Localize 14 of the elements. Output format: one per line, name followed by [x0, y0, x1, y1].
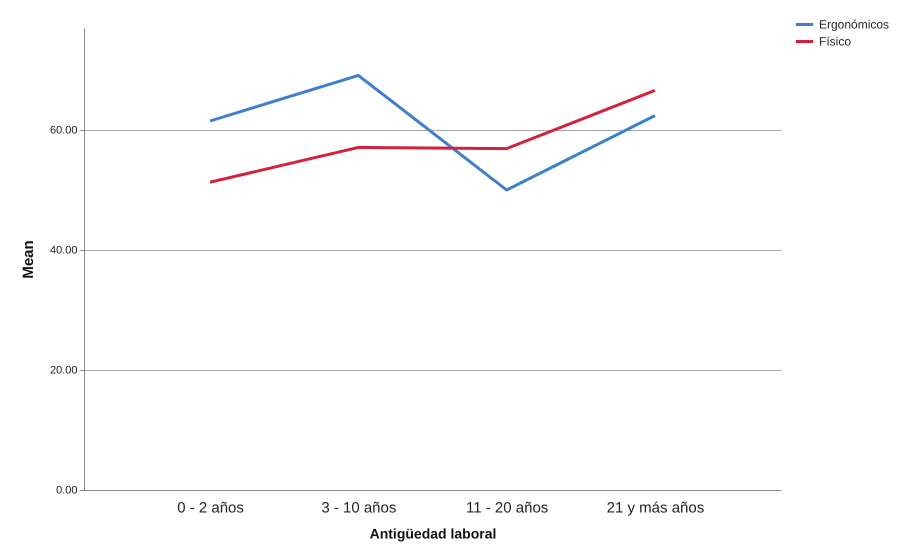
x-tick-label: 3 - 10 años: [321, 500, 396, 516]
x-axis-title: Antigüedad laboral: [370, 526, 496, 542]
y-tick-label: 40.00: [50, 244, 78, 256]
x-tick-label: 21 y más años: [606, 500, 704, 516]
line-series: [208, 74, 656, 192]
line-series: [208, 88, 656, 184]
y-axis-title: Mean: [20, 240, 37, 279]
y-tick-label: 0.00: [56, 484, 78, 496]
x-tick-label: 0 - 2 años: [177, 500, 244, 516]
y-tick-label: 20.00: [50, 364, 78, 376]
x-tick-label: 11 - 20 años: [466, 500, 548, 516]
y-tick-label: 60.00: [50, 124, 78, 136]
legend-label: Físico: [819, 34, 852, 48]
legend-label: Ergonómicos: [819, 18, 890, 32]
